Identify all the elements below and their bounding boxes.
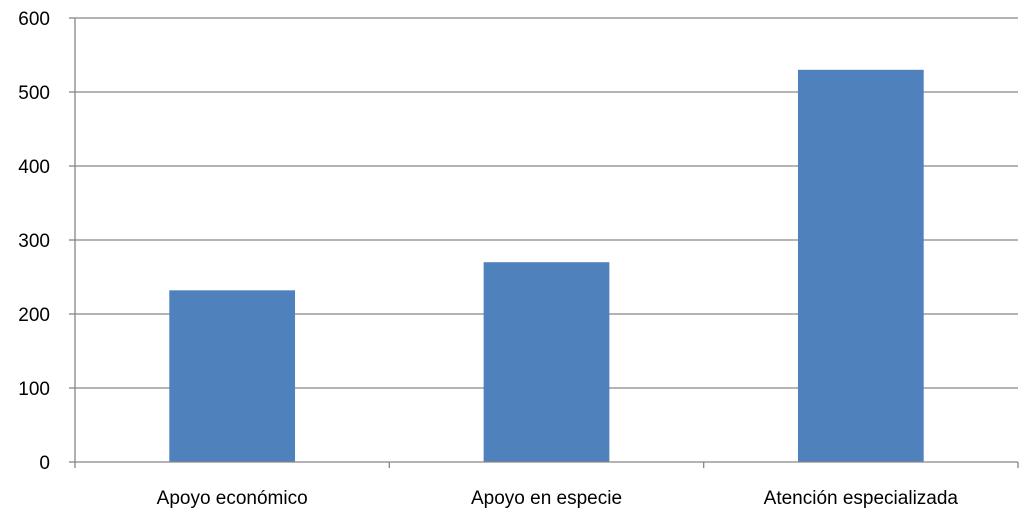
y-tick-label: 0	[39, 453, 50, 474]
x-tick-labels: Apoyo económico Apoyo en especie Atención …	[157, 488, 959, 509]
bar-3	[797, 69, 924, 463]
y-tick-label: 100	[18, 379, 50, 400]
x-tick-label: Apoyo económico	[157, 488, 308, 509]
axes	[69, 17, 1019, 468]
bar-2	[483, 262, 610, 462]
x-tick-label: Atención especializada	[764, 488, 959, 509]
bar-1	[169, 290, 296, 462]
y-tick-label: 400	[18, 157, 50, 178]
y-tick-label: 600	[18, 9, 50, 30]
bars	[169, 69, 924, 463]
x-tick-label: Apoyo en especie	[471, 488, 622, 509]
y-tick-label: 300	[18, 231, 50, 252]
y-tick-label: 500	[18, 83, 50, 104]
y-tick-labels: 0 100 200 300 400 500 600	[18, 9, 50, 474]
y-tick-label: 200	[18, 305, 50, 326]
